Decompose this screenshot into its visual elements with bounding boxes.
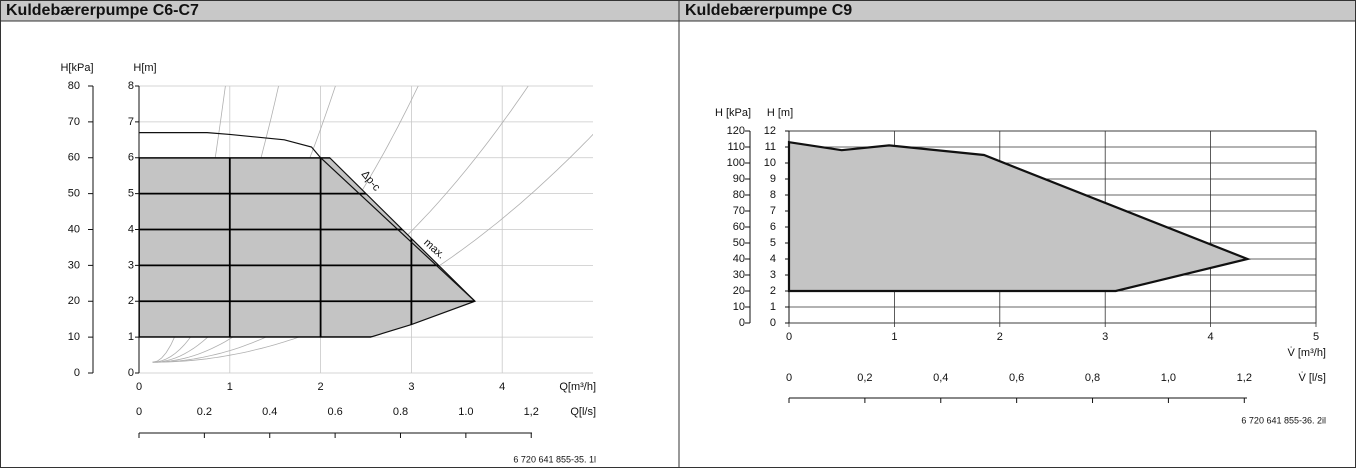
y-tick-label: 6 — [770, 221, 776, 233]
y2-tick-label: 0 — [739, 317, 745, 329]
y2-tick-label: 100 — [727, 157, 745, 169]
y-tick-label: 2 — [128, 295, 134, 307]
x-tick-label: 1 — [227, 381, 233, 393]
system-curve — [152, 86, 419, 363]
y-tick-label: 12 — [764, 125, 776, 137]
x2-tick-label: 0 — [136, 406, 142, 418]
y-tick-label: 3 — [770, 269, 776, 281]
y2-tick-label: 40 — [733, 253, 745, 265]
x-tick-label: 4 — [499, 381, 505, 393]
x2-tick-label: 0,2 — [857, 372, 872, 384]
y-tick-label: 6 — [128, 152, 134, 164]
x-tick-label: 1 — [891, 331, 897, 343]
y-tick-label: 11 — [765, 141, 776, 153]
y2-tick-label: 50 — [68, 188, 80, 200]
y2-tick-label: 20 — [733, 285, 745, 297]
x2-tick-label: 0,6 — [1009, 372, 1024, 384]
y-tick-label: 7 — [770, 205, 776, 217]
x-tick-label: 3 — [408, 381, 414, 393]
header-bar — [1, 1, 1355, 21]
x-tick-label: 3 — [1102, 331, 1108, 343]
x2-tick-label: 0.8 — [393, 406, 408, 418]
panel-title: Kuldebærerpumpe C6-C7 — [6, 2, 199, 19]
y-tick-label: 5 — [770, 237, 776, 249]
x-tick-label: 2 — [997, 331, 1003, 343]
y-tick-label: 0 — [128, 367, 134, 379]
y2-tick-label: 80 — [733, 189, 745, 201]
y-tick-label: 0 — [770, 317, 776, 329]
y2-tick-label: 70 — [733, 205, 745, 217]
y-tick-label: 8 — [128, 80, 134, 92]
x2-tick-label: 1,2 — [524, 406, 539, 418]
y-tick-label: 5 — [128, 188, 134, 200]
panel-title: Kuldebærerpumpe C9 — [685, 2, 852, 19]
y2-tick-label: 30 — [733, 269, 745, 281]
y2-tick-label: 60 — [733, 221, 745, 233]
x2-axis-title: Q[l/s] — [570, 406, 596, 418]
y2-tick-label: 30 — [68, 259, 80, 271]
x2-tick-label: 0 — [786, 372, 792, 384]
x2-tick-label: 1,0 — [1161, 372, 1176, 384]
y-tick-label: 7 — [128, 116, 134, 128]
x2-tick-label: 0.2 — [197, 406, 212, 418]
figure-number: 6 720 641 855-35. 1l — [513, 454, 596, 464]
x-axis-title: V̇ [m³/h] — [1287, 346, 1326, 359]
x-tick-label: 2 — [318, 381, 324, 393]
y2-tick-label: 10 — [733, 301, 745, 313]
x-tick-label: 5 — [1313, 331, 1319, 343]
y2-tick-label: 60 — [68, 152, 80, 164]
y-tick-label: 1 — [128, 331, 134, 343]
pump-curve — [139, 132, 476, 302]
y2-tick-label: 40 — [68, 223, 80, 235]
y2-tick-label: 110 — [727, 141, 745, 153]
x-tick-label: 0 — [136, 381, 142, 393]
y-tick-label: 1 — [770, 301, 776, 313]
y-tick-label: 8 — [770, 189, 776, 201]
y2-tick-label: 50 — [733, 237, 745, 249]
y2-tick-label: 20 — [68, 295, 80, 307]
x2-tick-label: 0,4 — [933, 372, 948, 384]
x-tick-label: 4 — [1208, 331, 1214, 343]
figure-number: 6 720 641 855-36. 2il — [1241, 415, 1326, 425]
x2-axis-title: V̇ [l/s] — [1298, 371, 1326, 384]
y-tick-label: 9 — [770, 173, 776, 185]
y2-tick-label: 0 — [74, 367, 80, 379]
y-tick-label: 4 — [770, 253, 776, 265]
operating-area — [787, 140, 1252, 293]
y-tick-label: 3 — [128, 259, 134, 271]
x2-tick-label: 0.6 — [327, 406, 342, 418]
y-tick-label: 4 — [128, 223, 134, 235]
y2-tick-label: 70 — [68, 116, 80, 128]
y2-tick-label: 120 — [727, 125, 745, 137]
y2-tick-label: 90 — [733, 173, 745, 185]
y2-axis-title: H [kPa] — [715, 107, 751, 119]
y-tick-label: 2 — [770, 285, 776, 297]
x2-tick-label: 0.4 — [262, 406, 277, 418]
y-tick-label: 10 — [764, 157, 776, 169]
x2-tick-label: 0,8 — [1085, 372, 1100, 384]
y2-tick-label: 80 — [68, 80, 80, 92]
y-axis-title: H [m] — [767, 107, 793, 119]
x-tick-label: 0 — [786, 331, 792, 343]
y-axis-title: H[m] — [133, 62, 156, 74]
y2-tick-label: 10 — [68, 331, 80, 343]
x2-tick-label: 1,2 — [1237, 372, 1252, 384]
y2-axis-title: H[kPa] — [60, 62, 93, 74]
x2-tick-label: 1.0 — [458, 406, 473, 418]
x-axis-title: Q[m³/h] — [559, 381, 596, 393]
